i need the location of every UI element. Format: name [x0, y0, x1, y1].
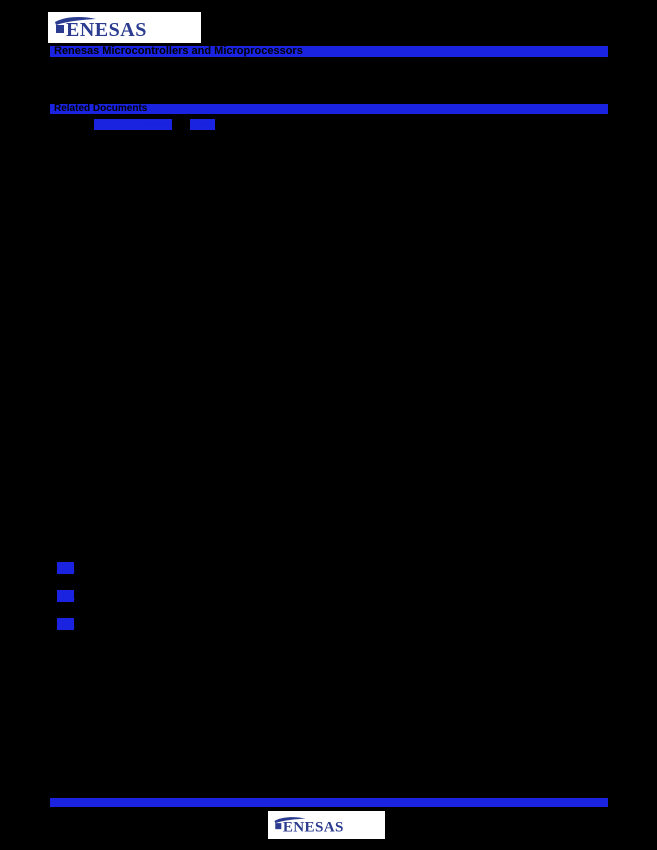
footer-renesas-logo: ENESAS	[267, 810, 386, 840]
mid-link-item[interactable]: Link	[57, 590, 75, 602]
title-accent-bar	[50, 46, 608, 57]
document-title: Renesas Microcontrollers and Microproces…	[54, 45, 303, 57]
link-datasheet-manual[interactable]: Datasheet / Manual	[94, 119, 173, 130]
mid-link-item[interactable]: Link	[57, 562, 75, 574]
link-errata[interactable]: Errata	[190, 119, 215, 130]
svg-text:ENESAS: ENESAS	[282, 819, 343, 835]
svg-text:ENESAS: ENESAS	[66, 19, 147, 40]
section-accent-bar	[50, 104, 608, 114]
mid-link-item[interactable]: Link	[57, 618, 75, 630]
related-links-row: Datasheet / Manual Errata	[94, 119, 215, 131]
renesas-logo-icon: ENESAS	[55, 17, 147, 40]
document-subtitle: Document and Tool Information	[52, 63, 182, 74]
footer-accent-bar	[50, 798, 608, 807]
renesas-logo-icon: ENESAS	[274, 817, 343, 835]
section-heading: Related Documents	[54, 103, 148, 114]
header-renesas-logo: ENESAS	[47, 11, 202, 44]
